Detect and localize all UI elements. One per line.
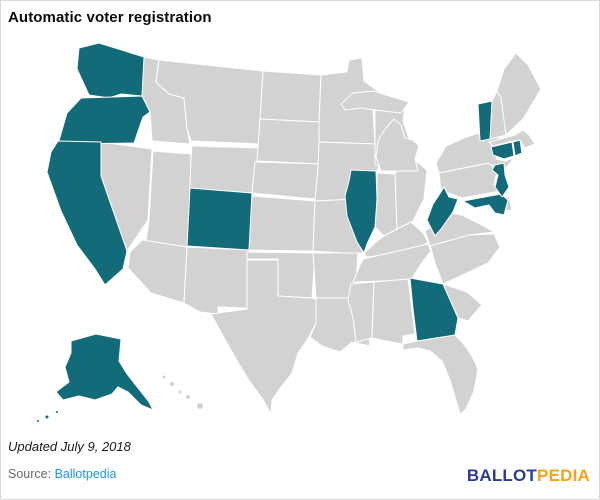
state-ak	[55, 333, 154, 411]
state-in	[374, 172, 398, 237]
island-hi-4	[185, 394, 191, 400]
state-me	[496, 52, 542, 136]
state-nj	[491, 162, 510, 198]
state-il	[344, 169, 378, 254]
logo-text-pedia: PEDIA	[537, 466, 590, 485]
state-ny	[435, 128, 515, 174]
state-ks	[247, 195, 316, 252]
source-label: Source:	[8, 467, 52, 481]
ballotpedia-logo[interactable]: BALLOTPEDIA	[467, 466, 590, 486]
state-wv	[426, 186, 459, 237]
state-ma	[488, 129, 536, 149]
state-oh	[394, 161, 428, 230]
state-sd	[256, 118, 323, 165]
state-or	[57, 95, 151, 145]
island-ak-islet-3	[36, 419, 40, 423]
state-wy	[188, 145, 260, 194]
state-fl	[402, 334, 479, 415]
logo-text-ballot: BALLOT	[466, 466, 538, 485]
state-nd	[259, 70, 322, 123]
state-co	[186, 187, 253, 251]
state-tn	[352, 243, 432, 283]
state-ga	[409, 277, 459, 342]
state-az	[127, 239, 188, 304]
island-hi-5	[196, 402, 204, 410]
island-ak-islet-1	[55, 410, 59, 414]
state-ut	[145, 150, 192, 248]
island-ak-islet-2	[44, 414, 50, 420]
source-link[interactable]: Ballotpedia	[54, 467, 117, 481]
island-hi-3	[177, 389, 183, 395]
state-nm	[183, 246, 250, 315]
state-ne	[251, 161, 323, 200]
state-ct	[490, 141, 515, 160]
state-al	[371, 278, 416, 345]
state-wa	[76, 42, 145, 99]
state-ri	[512, 139, 523, 157]
state-mi-up	[340, 90, 410, 114]
state-md	[462, 193, 509, 216]
state-tx	[210, 259, 319, 415]
state-nc	[429, 233, 501, 285]
page-title: Automatic voter registration	[8, 9, 212, 26]
island-hi-1	[161, 374, 167, 380]
state-ca	[46, 140, 128, 286]
state-mi	[375, 118, 420, 172]
source-line: Source: Ballotpedia	[8, 467, 116, 481]
updated-date: Updated July 9, 2018	[8, 439, 131, 454]
state-vt	[477, 100, 493, 142]
island-hi-2	[169, 381, 175, 387]
